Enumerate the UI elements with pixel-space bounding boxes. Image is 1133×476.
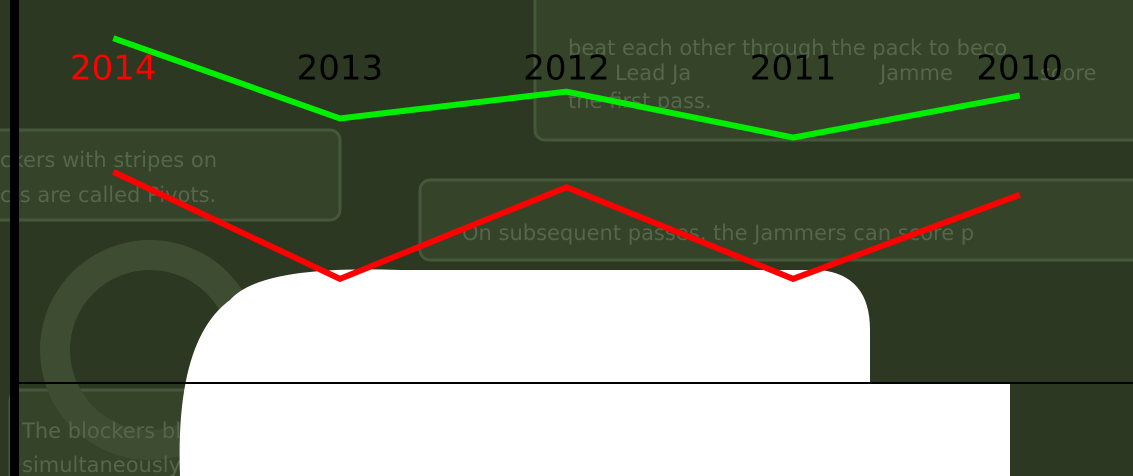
line-series	[112, 169, 1021, 283]
background-text: score	[1040, 61, 1096, 85]
overlay	[792, 383, 1010, 476]
background-text: beat each other through the pack to beco	[568, 36, 1007, 60]
line-series	[112, 35, 1021, 141]
y-axis	[10, 0, 19, 476]
background-text: ckers with stripes on	[0, 148, 217, 172]
x-category-label: 2011	[750, 49, 837, 89]
panel	[418, 178, 1133, 262]
background-text: Jamme	[878, 61, 953, 85]
background-text: Lead Ja	[615, 61, 691, 85]
x-category-label: 2014	[70, 49, 157, 89]
x-category-label: 2013	[297, 49, 384, 89]
x-category-label: 2012	[523, 49, 610, 89]
overlay	[179, 269, 871, 476]
panel	[0, 128, 342, 222]
x-category-label: 2010	[976, 49, 1063, 89]
